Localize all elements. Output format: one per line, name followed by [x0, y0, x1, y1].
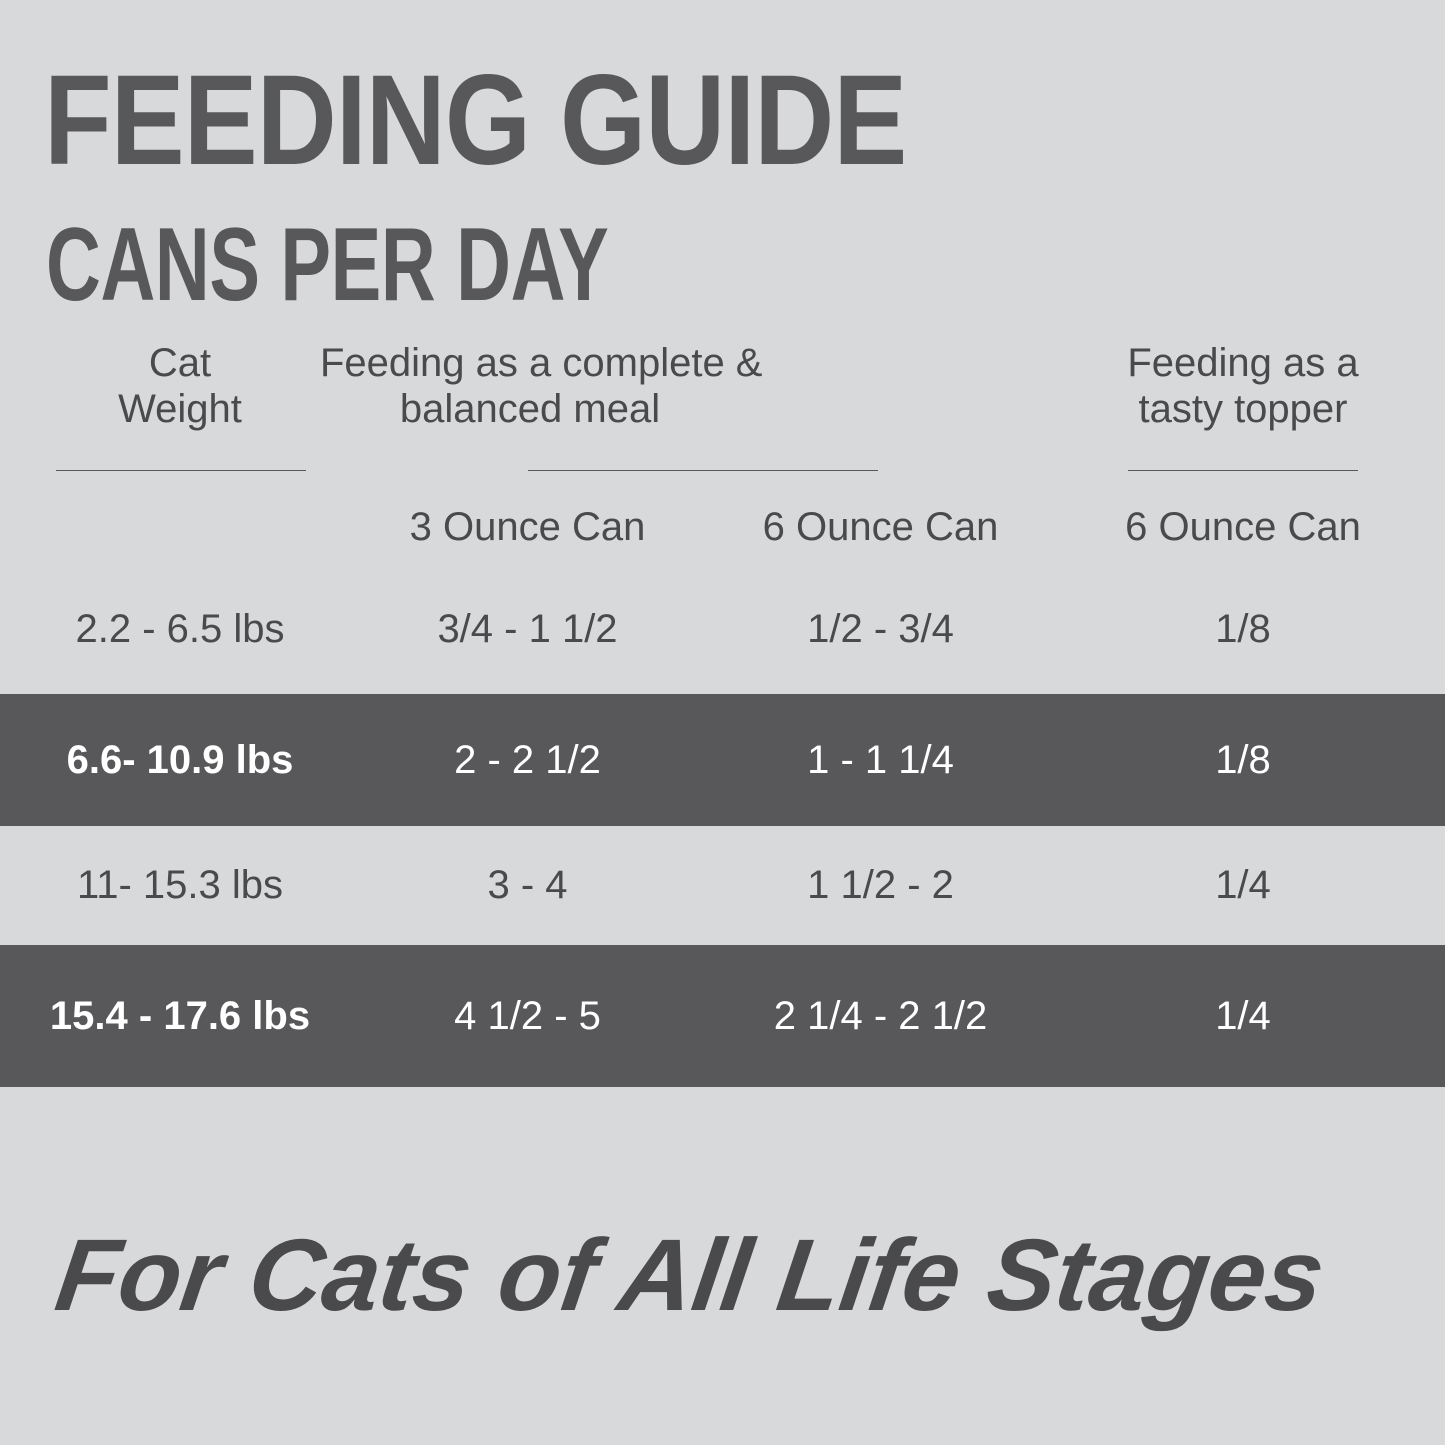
svg-text:For Cats of All Life Stages: For Cats of All Life Stages: [50, 1217, 1332, 1331]
